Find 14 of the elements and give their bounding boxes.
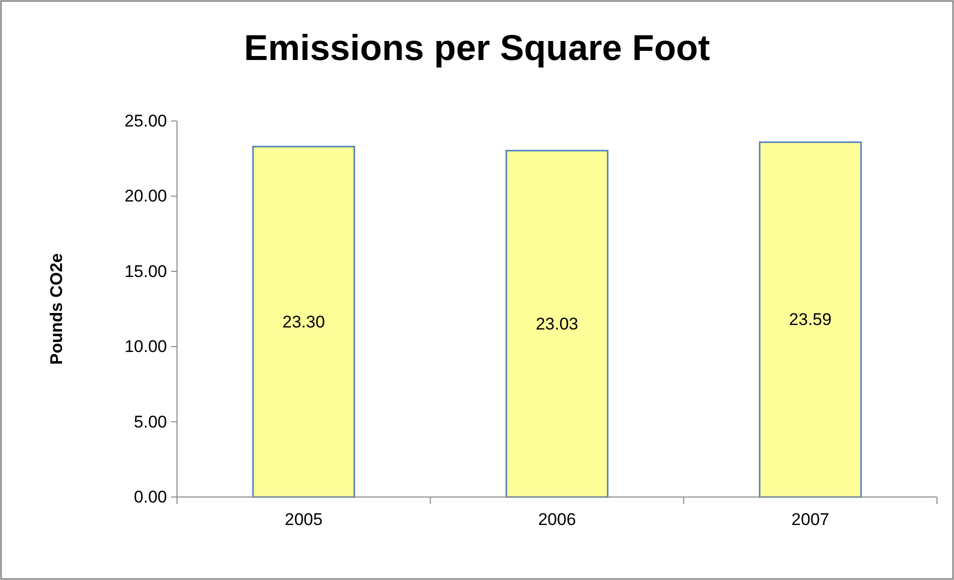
data-label: 23.03 xyxy=(536,314,578,334)
x-tick-label: 2006 xyxy=(538,510,576,529)
data-label: 23.30 xyxy=(282,312,325,332)
x-tick-label: 2007 xyxy=(791,510,830,529)
chart-title: Emissions per Square Foot xyxy=(244,27,710,68)
data-label: 23.59 xyxy=(789,310,832,330)
y-tick-label: 15.00 xyxy=(124,262,167,281)
y-tick-label: 10.00 xyxy=(124,337,167,356)
y-tick-label: 25.00 xyxy=(124,112,167,130)
y-tick-label: 5.00 xyxy=(134,412,167,432)
y-tick-label: 0.00 xyxy=(134,488,167,506)
x-tick-label: 2005 xyxy=(284,510,323,529)
y-tick-label: 20.00 xyxy=(124,186,167,206)
y-axis-title: Pounds CO2e xyxy=(47,253,66,365)
